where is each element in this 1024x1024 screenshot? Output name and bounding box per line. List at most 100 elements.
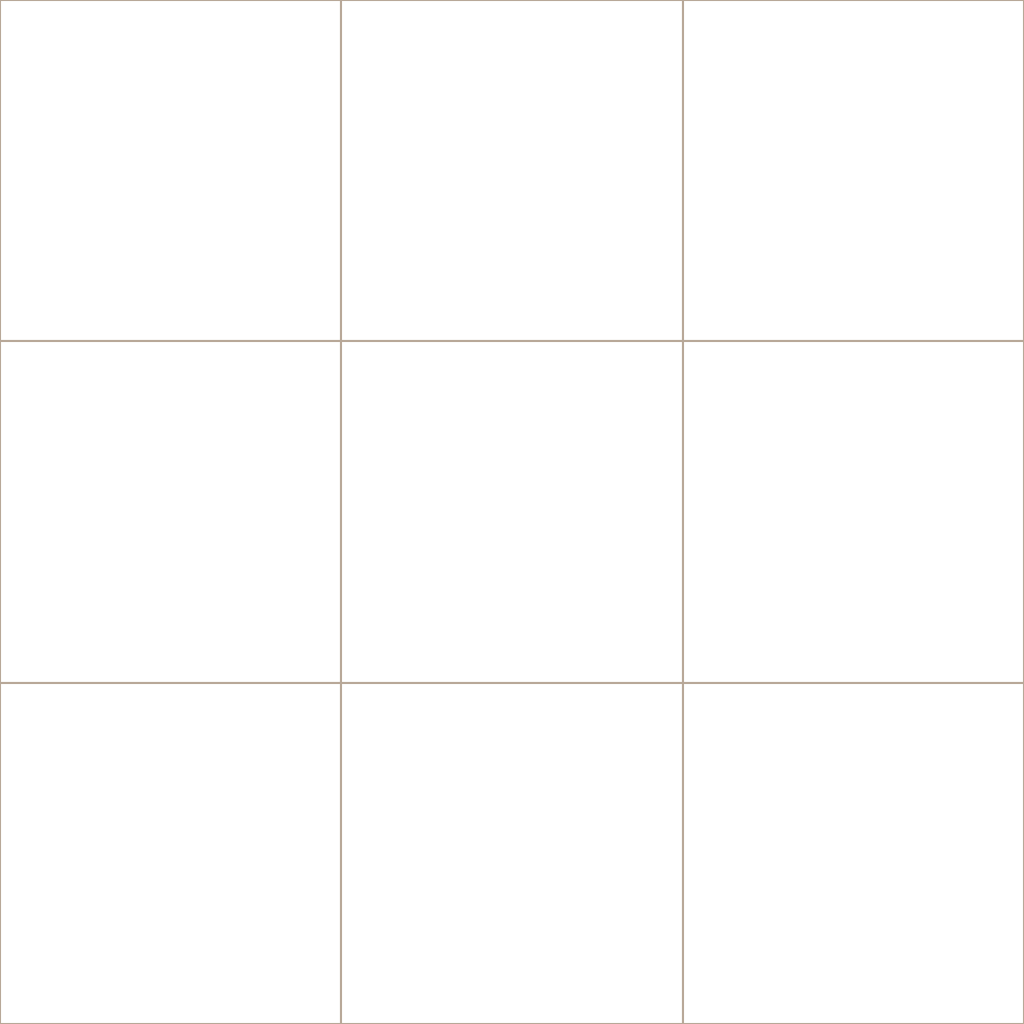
Text: Alternate interior angles: Alternate interior angles	[94, 863, 247, 877]
Text: x = 13: x = 13	[493, 662, 531, 675]
Text: x = 7: x = 7	[155, 321, 186, 334]
Text: 6.: 6.	[693, 350, 707, 364]
Text: 4x + 35 = 7x − 4: 4x + 35 = 7x − 4	[461, 559, 563, 572]
Text: 5: 5	[119, 298, 126, 311]
Text: ∠1 + ∠2 = 180: ∠1 + ∠2 = 180	[466, 876, 558, 889]
Text: Alternate interior angles: Alternate interior angles	[94, 525, 247, 539]
Text: (4x + 35)°: (4x + 35)°	[410, 403, 461, 414]
Text: Supplementary angles: Supplementary angles	[441, 857, 583, 869]
Text: 160°: 160°	[852, 711, 889, 724]
Text: 2: 2	[899, 265, 906, 278]
Text: 100°: 100°	[212, 386, 246, 398]
Text: −7x: −7x	[75, 210, 98, 223]
Text: +10   +10: +10 +10	[722, 914, 783, 927]
Text: Complementary angles: Complementary angles	[439, 146, 585, 160]
Text: 35: 35	[211, 275, 226, 289]
Text: 5x + 23 = 58: 5x + 23 = 58	[131, 232, 210, 246]
Text: ∕23: ∕23	[123, 253, 141, 266]
Text: 6x: 6x	[538, 253, 552, 266]
Text: 70: 70	[212, 627, 227, 640]
Text: 39: 39	[439, 627, 454, 640]
Text: 7.: 7.	[10, 691, 24, 705]
Text: −2x: −2x	[56, 914, 80, 927]
Text: 7x + 10 = 80: 7x + 10 = 80	[131, 593, 210, 606]
Text: 5x: 5x	[116, 275, 130, 289]
Text: 5.: 5.	[351, 350, 366, 364]
Text: (7x − 4)°: (7x − 4)°	[540, 442, 584, 453]
Text: 5: 5	[215, 298, 222, 311]
Text: x = 17: x = 17	[834, 662, 873, 675]
Text: −x: −x	[738, 575, 756, 588]
Text: (x + 89)°: (x + 89)°	[883, 371, 927, 381]
Text: 58°: 58°	[573, 724, 600, 737]
Text: ∠1 = ∠2: ∠1 = ∠2	[144, 882, 198, 894]
Text: +4: +4	[446, 609, 464, 622]
Text: 35 = 3x − 4: 35 = 3x − 4	[476, 593, 548, 606]
Text: −12  −12: −12 −12	[516, 230, 573, 244]
Text: 2x + 80: 2x + 80	[187, 461, 226, 471]
Text: 12x + 23: 12x + 23	[89, 0, 134, 8]
Text: 6: 6	[613, 275, 621, 289]
Text: 9.: 9.	[693, 691, 707, 705]
Text: 110°: 110°	[706, 28, 742, 42]
Text: 7: 7	[118, 644, 125, 657]
Text: 87°: 87°	[351, 415, 381, 430]
Text: 7x: 7x	[115, 627, 129, 640]
Text: 6x + 60 = 180: 6x + 60 = 180	[469, 909, 555, 923]
Text: 106°: 106°	[955, 453, 990, 465]
Text: 78: 78	[609, 253, 625, 266]
Text: 100°: 100°	[28, 458, 61, 471]
Text: 9x + 10: 9x + 10	[71, 414, 110, 424]
Text: 4.: 4.	[10, 350, 24, 364]
Text: 70 + 2x + 80 = 180: 70 + 2x + 80 = 180	[794, 165, 912, 177]
Text: 4x − 12 + 2x = 90: 4x − 12 + 2x = 90	[457, 189, 567, 203]
Text: 89 = 4 + 5x: 89 = 4 + 5x	[817, 593, 889, 606]
Text: ∠1 = ∠2: ∠1 = ∠2	[485, 543, 539, 556]
Text: (4 + 6x)°: (4 + 6x)°	[848, 488, 893, 499]
Text: 6x + 12 = 90: 6x + 12 = 90	[472, 210, 552, 223]
Text: 5: 5	[801, 644, 808, 657]
Text: −10: −10	[105, 609, 130, 622]
Text: −10: −10	[220, 609, 245, 622]
Text: 60°: 60°	[17, 762, 46, 776]
Text: 4x − 12: 4x − 12	[547, 120, 588, 130]
Text: −2x: −2x	[237, 575, 260, 588]
Text: 30: 30	[895, 239, 910, 252]
Text: 8.: 8.	[351, 691, 365, 705]
Text: ∠1 = ∠2: ∠1 = ∠2	[826, 543, 880, 556]
Text: x + 89 = 4 + 6x: x + 89 = 4 + 6x	[805, 559, 901, 572]
Text: 87°: 87°	[620, 382, 648, 397]
Text: (4x + 42)°: (4x + 42)°	[382, 799, 433, 809]
Text: ∠1 = ∠2: ∠1 = ∠2	[722, 882, 775, 894]
Text: 3x: 3x	[570, 627, 585, 640]
Text: 85: 85	[797, 627, 812, 640]
Text: ∠1 = ∠2: ∠1 = ∠2	[144, 543, 198, 556]
Text: 2x: 2x	[490, 48, 504, 58]
Text: Alternate exterior angles: Alternate exterior angles	[434, 525, 590, 539]
Text: (2x + 18)°: (2x + 18)°	[540, 799, 590, 809]
Text: 5: 5	[915, 644, 923, 657]
Text: 122°: 122°	[484, 724, 521, 737]
Text: x = 17: x = 17	[509, 298, 548, 311]
Text: +4: +4	[561, 609, 579, 622]
Text: 7: 7	[216, 644, 223, 657]
Text: −23: −23	[186, 253, 212, 266]
Text: 5x − 10 = 160: 5x − 10 = 160	[722, 898, 809, 910]
Text: −x: −x	[935, 575, 952, 588]
Text: 2x + 46 = 9x − 3: 2x + 46 = 9x − 3	[119, 898, 222, 910]
Text: 7x + 58: 7x + 58	[187, 34, 225, 44]
Text: (9x − 3)°: (9x − 3)°	[143, 819, 188, 828]
Text: 2x + 150 = 180: 2x + 150 = 180	[807, 188, 900, 202]
Text: −7x: −7x	[251, 210, 275, 223]
Text: 6: 6	[541, 275, 549, 289]
Text: ∠1 + ∠2 = 90: ∠1 + ∠2 = 90	[469, 169, 555, 182]
Text: Alternate Exterior Angles: Alternate Exterior Angles	[775, 863, 932, 877]
Text: 107°: 107°	[187, 53, 220, 66]
Text: −4: −4	[886, 609, 903, 622]
Text: Vertical angles: Vertical angles	[125, 146, 217, 160]
Text: 60°: 60°	[239, 786, 268, 802]
Text: −4x: −4x	[397, 575, 422, 588]
Text: x = 15: x = 15	[834, 291, 872, 304]
Text: 5x: 5x	[911, 627, 926, 640]
Text: 12x + 23 = 7x + 58: 12x + 23 = 7x + 58	[112, 189, 229, 203]
